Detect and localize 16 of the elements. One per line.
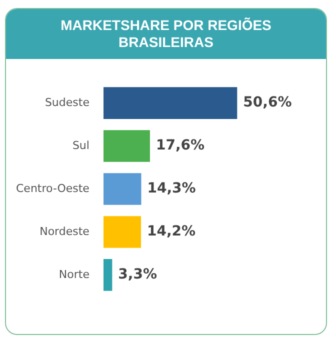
bar <box>103 216 141 248</box>
y-tick-label: Sul <box>72 138 90 152</box>
bar <box>103 130 150 162</box>
data-label: 17,6% <box>156 138 205 154</box>
y-tick-label: Sudeste <box>44 96 90 109</box>
y-tick-label: Centro-Oeste <box>16 182 90 195</box>
data-label: 14,3% <box>147 180 196 197</box>
y-tick-label: Norte <box>58 268 90 281</box>
y-tick-label: Nordeste <box>40 224 90 238</box>
bar <box>103 87 238 119</box>
data-label: 50,6% <box>243 94 292 111</box>
data-label: 3,3% <box>118 266 158 283</box>
data-label: 14,2% <box>146 224 196 240</box>
bar <box>103 173 142 205</box>
chart-title: MARKETSHARE POR REGIÕES BRASILEIRAS <box>6 9 326 59</box>
bar <box>103 259 112 291</box>
